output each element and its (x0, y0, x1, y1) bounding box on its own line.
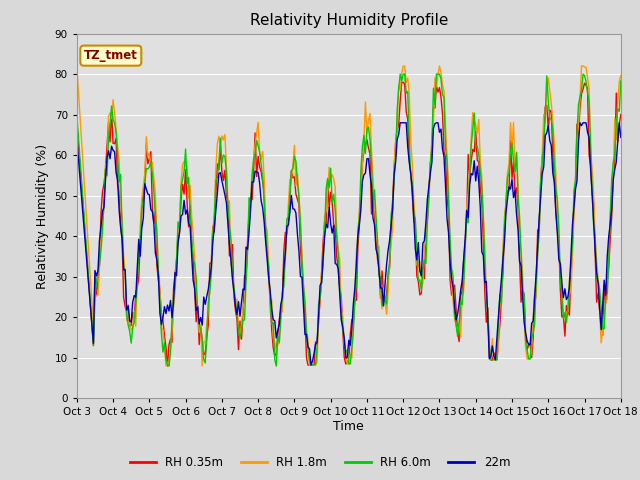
RH 1.8m (415, 264, 422, 270)
RH 0.35m (88, 323, 96, 328)
RH 1.8m (403, 80, 410, 85)
RH 1.8m (88, 300, 96, 305)
Line: 22m: 22m (77, 123, 621, 365)
RH 6.0m (176, 226, 184, 231)
RH 0.35m (164, 363, 172, 369)
22m (384, 247, 392, 253)
Legend: RH 0.35m, RH 1.8m, RH 6.0m, 22m: RH 0.35m, RH 1.8m, RH 6.0m, 22m (125, 452, 515, 474)
RH 6.0m (165, 363, 173, 369)
RH 6.0m (404, 89, 412, 95)
RH 6.0m (73, 112, 81, 118)
RH 1.8m (73, 63, 81, 69)
22m (554, 230, 561, 236)
22m (396, 120, 404, 126)
Line: RH 0.35m: RH 0.35m (77, 82, 621, 366)
RH 0.35m (416, 292, 424, 298)
Text: TZ_tmet: TZ_tmet (84, 49, 138, 62)
Line: RH 1.8m: RH 1.8m (77, 66, 621, 366)
22m (416, 268, 424, 274)
RH 1.8m (384, 289, 392, 295)
RH 1.8m (162, 363, 170, 369)
Y-axis label: Relativity Humidity (%): Relativity Humidity (%) (36, 144, 49, 288)
Title: Relativity Humidity Profile: Relativity Humidity Profile (250, 13, 448, 28)
RH 6.0m (88, 321, 96, 327)
RH 1.8m (617, 72, 625, 78)
RH 0.35m (384, 274, 392, 280)
RH 1.8m (176, 220, 184, 226)
22m (88, 322, 96, 328)
RH 0.35m (73, 120, 81, 126)
22m (404, 144, 412, 150)
RH 6.0m (384, 269, 392, 275)
RH 1.8m (552, 171, 559, 177)
22m (174, 240, 182, 246)
RH 0.35m (398, 79, 406, 85)
RH 6.0m (396, 71, 404, 77)
Line: RH 6.0m: RH 6.0m (77, 74, 621, 366)
22m (617, 134, 625, 140)
RH 6.0m (554, 197, 561, 203)
RH 0.35m (404, 116, 412, 122)
RH 0.35m (176, 229, 184, 235)
RH 6.0m (416, 277, 424, 283)
RH 6.0m (617, 78, 625, 84)
RH 0.35m (554, 226, 561, 231)
22m (73, 136, 81, 142)
22m (307, 362, 315, 368)
X-axis label: Time: Time (333, 420, 364, 433)
RH 0.35m (617, 112, 625, 118)
